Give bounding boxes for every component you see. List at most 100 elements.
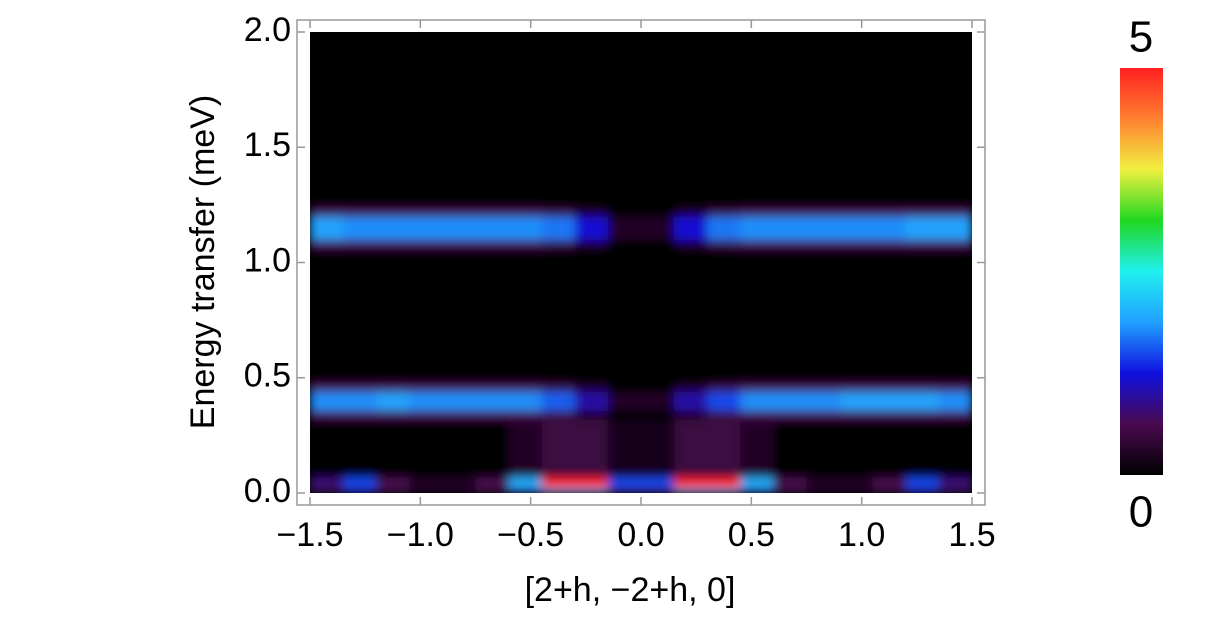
heatmap-cell xyxy=(508,382,543,393)
x-tick-label: 1.0 xyxy=(838,516,885,554)
heatmap-cell xyxy=(839,216,874,240)
heatmap-cell xyxy=(674,248,708,383)
heatmap-cell xyxy=(806,488,841,493)
y-tick-label: 0.5 xyxy=(244,357,291,395)
heatmap-cell xyxy=(938,248,972,383)
heatmap-cell xyxy=(343,216,377,240)
heatmap-cell xyxy=(773,248,807,383)
heatmap-cell xyxy=(674,239,708,250)
heatmap-cell xyxy=(607,239,642,250)
heatmap-cell xyxy=(508,391,543,411)
heatmap-cell xyxy=(740,476,774,489)
heatmap-cell xyxy=(409,391,443,411)
heatmap-cell xyxy=(310,419,344,478)
heatmap-cell xyxy=(343,410,377,420)
heatmap-cell xyxy=(442,216,476,240)
heatmap-cell xyxy=(508,488,543,493)
heatmap-cell xyxy=(938,207,972,217)
heatmap-cell xyxy=(442,248,476,383)
heatmap-cell xyxy=(310,216,344,240)
heatmap-cell xyxy=(475,391,510,411)
heatmap-cell xyxy=(773,488,807,493)
heatmap-cell xyxy=(508,419,543,478)
heatmap-cell xyxy=(343,382,377,393)
heatmap-cell xyxy=(541,248,576,383)
colorbar-tick-label: 5 xyxy=(1129,13,1153,62)
heatmap-cell xyxy=(343,32,377,208)
heatmap-cell xyxy=(641,410,675,420)
heatmap-cell xyxy=(442,32,476,208)
heatmap-cell xyxy=(641,207,675,217)
heatmap-cell xyxy=(475,488,510,493)
heatmap-cell xyxy=(541,239,576,250)
heatmap-cell xyxy=(607,391,642,411)
heatmap-cell xyxy=(872,248,907,383)
heatmap-cell xyxy=(938,476,972,489)
heatmap-cell xyxy=(773,207,807,217)
heatmap-cell xyxy=(839,488,874,493)
heatmap-cell xyxy=(310,239,344,250)
heatmap-cell xyxy=(574,419,609,478)
heatmap-cell xyxy=(376,207,410,217)
heatmap-cell xyxy=(740,239,774,250)
heatmap-cell xyxy=(475,239,510,250)
heatmap-cell xyxy=(806,419,841,478)
heatmap-cell xyxy=(773,216,807,240)
heatmap-cell xyxy=(475,410,510,420)
heatmap-cell xyxy=(607,216,642,240)
heatmap-cell xyxy=(508,216,543,240)
heatmap-cell xyxy=(409,382,443,393)
heatmap-cell xyxy=(806,216,841,240)
heatmap-cell xyxy=(310,382,344,393)
heatmap-cell xyxy=(707,207,741,217)
heatmap-cell xyxy=(674,216,708,240)
heatmap-cell xyxy=(641,248,675,383)
heatmap-cell xyxy=(905,476,940,489)
heatmap-cell xyxy=(674,391,708,411)
heatmap-cell xyxy=(541,488,576,493)
heatmap-cell xyxy=(376,239,410,250)
heatmap-cell xyxy=(872,207,907,217)
heatmap-cell xyxy=(905,488,940,493)
heatmap-cell xyxy=(574,476,609,489)
x-axis-label: [2+h, −2+h, 0] xyxy=(525,571,736,609)
heatmap-cell xyxy=(806,239,841,250)
heatmap-cell xyxy=(475,419,510,478)
heatmap-cell xyxy=(773,419,807,478)
heatmap-cell xyxy=(541,391,576,411)
heatmap-cell xyxy=(740,419,774,478)
heatmap-cell xyxy=(343,419,377,478)
heatmap-cell xyxy=(872,382,907,393)
heatmap-cell xyxy=(541,32,576,208)
heatmap-cell xyxy=(938,32,972,208)
heatmap-cell xyxy=(872,32,907,208)
heatmap-cell xyxy=(409,476,443,489)
heatmap-cell xyxy=(641,32,675,208)
heatmap-cell xyxy=(508,32,543,208)
heatmap-cell xyxy=(806,382,841,393)
heatmap-cell xyxy=(773,32,807,208)
heatmap-cell xyxy=(938,239,972,250)
heatmap-cell xyxy=(574,488,609,493)
heatmap-cell xyxy=(310,488,344,493)
heatmap-cell xyxy=(475,216,510,240)
heatmap-cell xyxy=(707,216,741,240)
heatmap-cell xyxy=(938,410,972,420)
heatmap-cell xyxy=(773,382,807,393)
heatmap-cell xyxy=(839,410,874,420)
heatmap-cell xyxy=(839,476,874,489)
heatmap-cell xyxy=(872,410,907,420)
heatmap-cell xyxy=(806,476,841,489)
heatmap-cell xyxy=(905,419,940,478)
heatmap-cell xyxy=(310,410,344,420)
heatmap-cell xyxy=(310,32,344,208)
heatmap-cell xyxy=(376,476,410,489)
heatmap-cell xyxy=(707,239,741,250)
heatmap-cell xyxy=(574,239,609,250)
heatmap-cell xyxy=(376,216,410,240)
heatmap-cell xyxy=(343,207,377,217)
heatmap-cell xyxy=(508,476,543,489)
heatmap-cell xyxy=(409,216,443,240)
heatmap-cell xyxy=(607,419,642,478)
heatmap-cell xyxy=(773,391,807,411)
